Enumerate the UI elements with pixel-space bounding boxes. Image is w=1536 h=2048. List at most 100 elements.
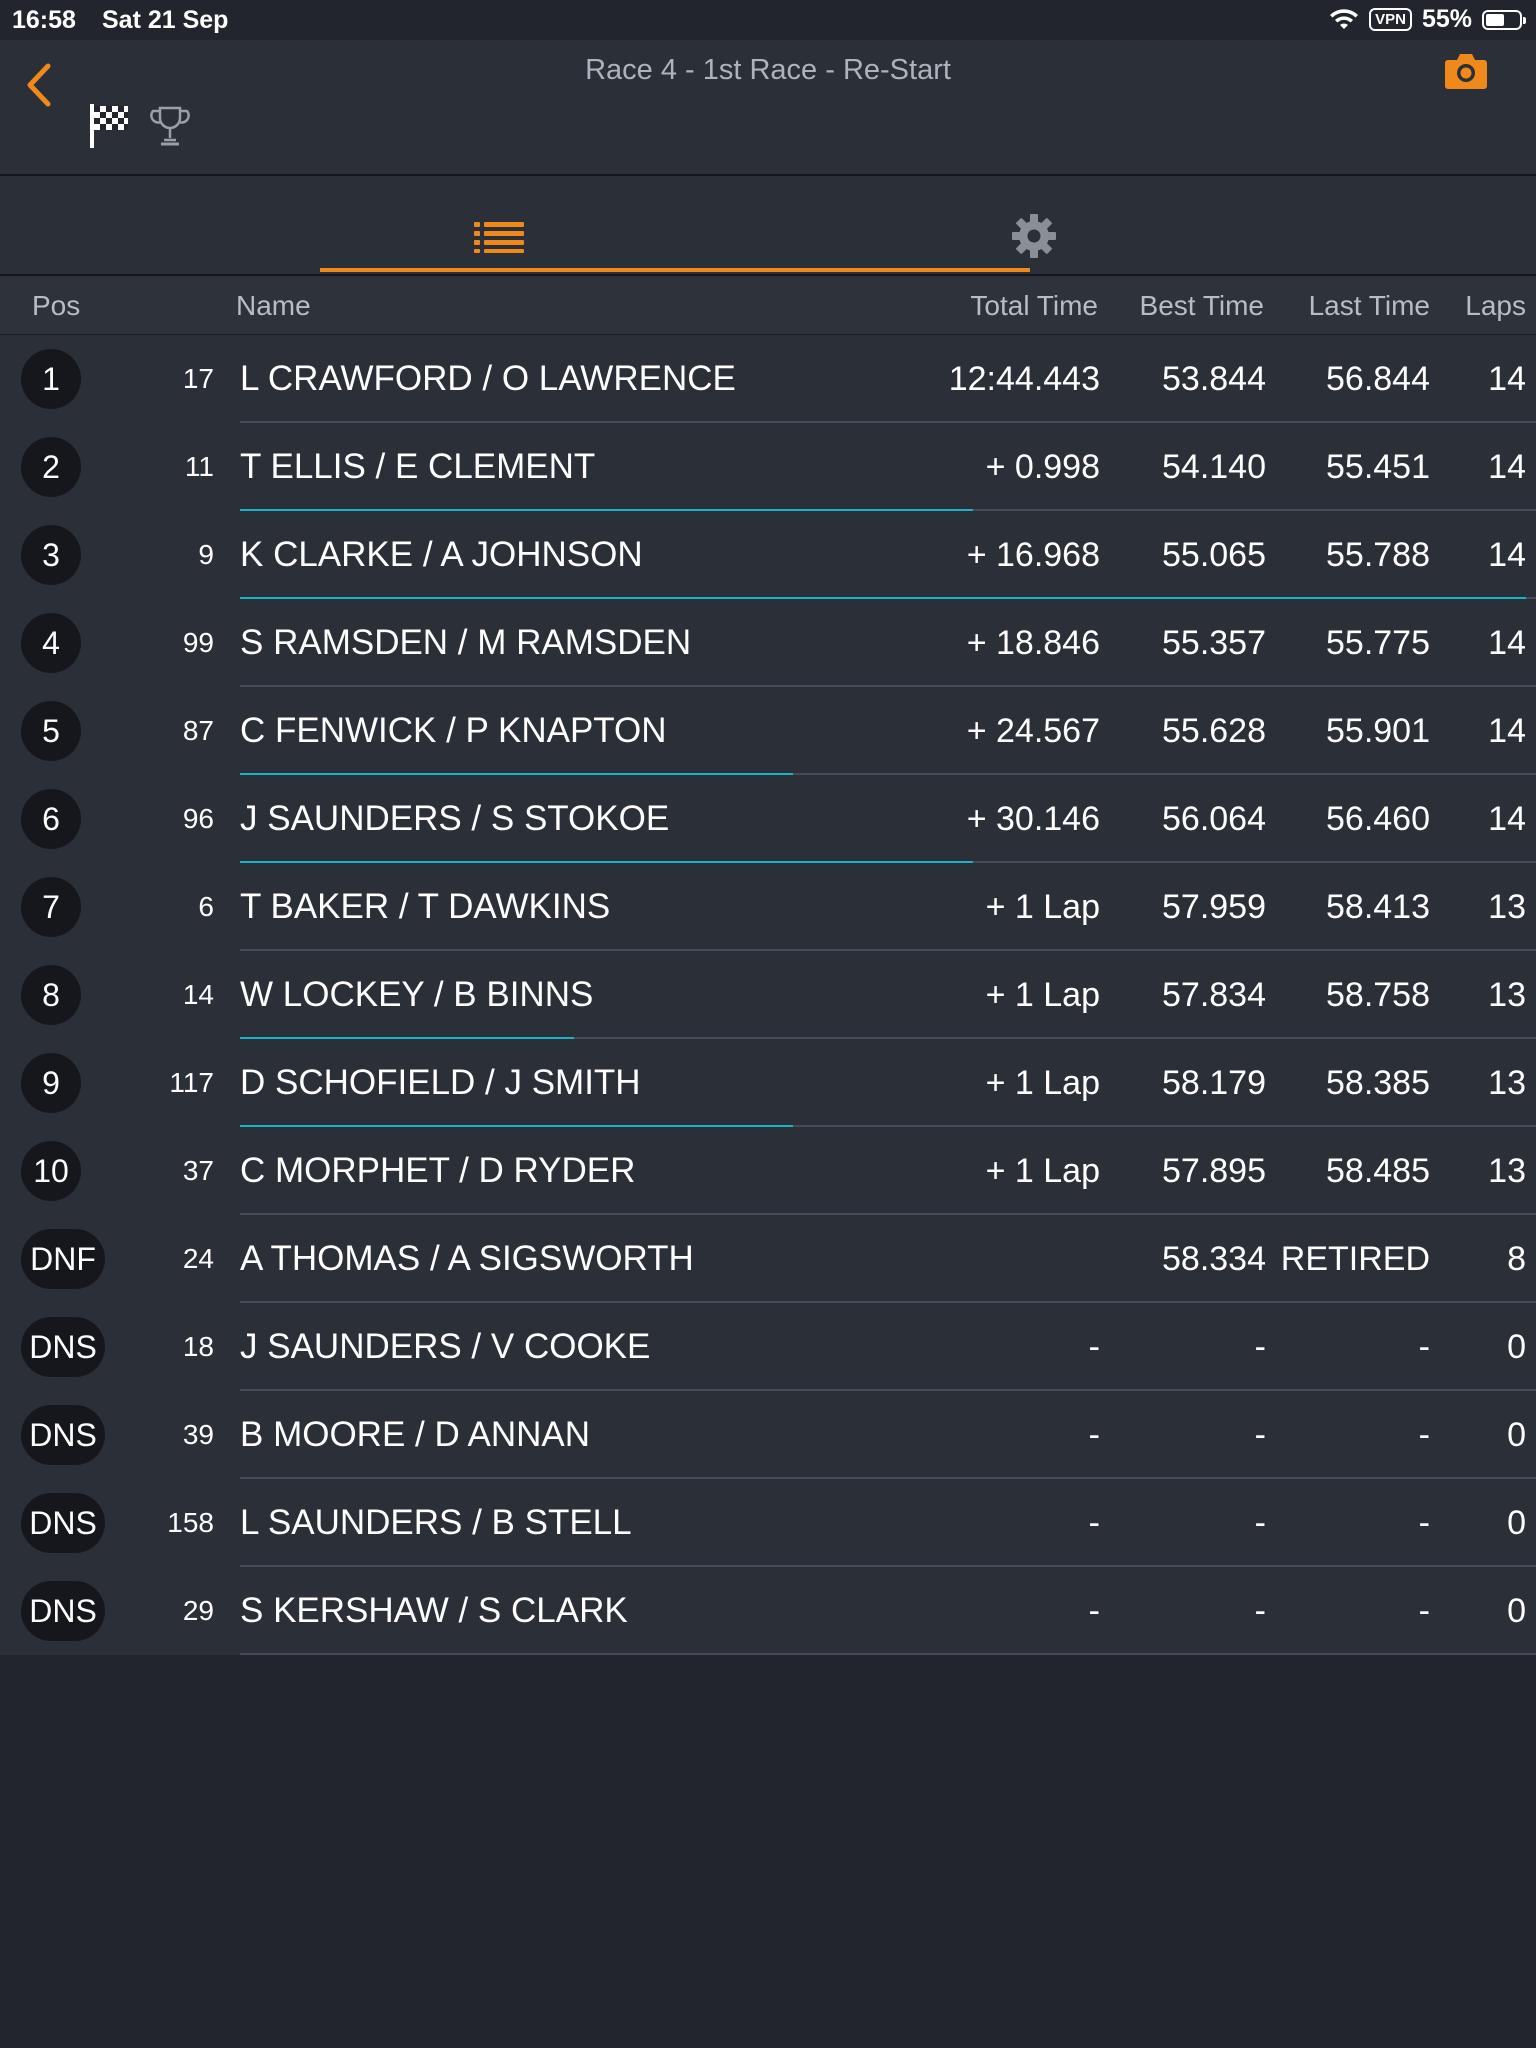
best-time: - <box>1254 1416 1266 1454</box>
position-badge: 4 <box>21 613 81 673</box>
list-icon[interactable] <box>474 220 524 254</box>
driver-names: S KERSHAW / S CLARK <box>240 1591 628 1630</box>
car-number: 17 <box>182 363 214 394</box>
car-number: 29 <box>182 1595 214 1626</box>
laps-count: 0 <box>1507 1592 1526 1630</box>
table-row[interactable]: 2 11 T ELLIS / E CLEMENT + 0.998 54.140 55.45… <box>0 423 1536 511</box>
table-row[interactable]: 5 87 C FENWICK / P KNAPTON + 24.567 55.628 55… <box>0 687 1536 775</box>
table-row[interactable]: 1 17 L CRAWFORD / O LAWRENCE 12:44.443 53.84… <box>0 335 1536 423</box>
row-divider <box>240 1037 1536 1039</box>
table-row[interactable]: DNS 39 B MOORE / D ANNAN - - - 0 <box>0 1391 1536 1479</box>
column-pos[interactable]: Pos <box>32 290 81 321</box>
table-row[interactable]: DNS 158 L SAUNDERS / B STELL - - - 0 <box>0 1479 1536 1567</box>
last-time: 58.485 <box>1326 1152 1430 1190</box>
column-laps[interactable]: Laps <box>1465 290 1526 321</box>
table-row[interactable]: DNS 18 J SAUNDERS / V COOKE - - - 0 <box>0 1303 1536 1391</box>
status-bar: 16:58 Sat 21 Sep VPN 55% <box>0 0 1536 40</box>
last-time: 55.788 <box>1326 536 1430 574</box>
last-time: 56.460 <box>1326 800 1430 838</box>
camera-icon[interactable] <box>1444 52 1488 90</box>
position-badge: 7 <box>21 877 81 937</box>
total-time: - <box>1088 1592 1100 1630</box>
driver-names: C MORPHET / D RYDER <box>240 1151 636 1190</box>
status-right: VPN 55% <box>1329 5 1526 34</box>
wifi-icon <box>1330 8 1359 29</box>
driver-names: D SCHOFIELD / J SMITH <box>240 1063 641 1102</box>
column-name[interactable]: Name <box>236 290 311 321</box>
table-row[interactable]: 9 117 D SCHOFIELD / J SMITH + 1 Lap 58.179 58… <box>0 1039 1536 1127</box>
laps-count: 13 <box>1488 1152 1526 1190</box>
column-headers: Pos Name Total Time Best Time Last Time … <box>0 276 1536 335</box>
total-time: + 1 Lap <box>985 888 1100 926</box>
position-badge: 9 <box>21 1053 81 1113</box>
total-time: + 1 Lap <box>985 976 1100 1014</box>
status-date: Sat 21 Sep <box>102 6 229 34</box>
checkered-flag-icon[interactable] <box>88 102 130 150</box>
table-row[interactable]: 3 9 K CLARKE / A JOHNSON + 16.968 55.065 55.7… <box>0 511 1536 599</box>
car-number: 158 <box>167 1507 214 1538</box>
table-row[interactable]: 7 6 T BAKER / T DAWKINS + 1 Lap 57.959 58.413… <box>0 863 1536 951</box>
best-time: 55.357 <box>1162 624 1266 662</box>
table-row[interactable]: DNF 24 A THOMAS / A SIGSWORTH 58.334 RETIRED… <box>0 1215 1536 1303</box>
best-time: - <box>1254 1592 1266 1630</box>
position-badge: DNS <box>21 1581 105 1641</box>
last-time: - <box>1418 1592 1430 1630</box>
last-time: 55.775 <box>1326 624 1430 662</box>
driver-names: L SAUNDERS / B STELL <box>240 1503 632 1542</box>
active-tab-indicator <box>320 268 1030 272</box>
column-last-time[interactable]: Last Time <box>1308 290 1430 321</box>
row-divider <box>240 685 1536 687</box>
lap-progress-bar <box>240 861 974 863</box>
chevron-left-icon[interactable] <box>18 60 58 110</box>
tab-bar <box>0 176 1536 276</box>
car-number: 39 <box>182 1419 214 1450</box>
total-time: + 1 Lap <box>985 1064 1100 1102</box>
best-time: 57.959 <box>1162 888 1266 926</box>
total-time: + 30.146 <box>966 800 1100 838</box>
last-time: 55.901 <box>1326 712 1430 750</box>
results-table: 1 17 L CRAWFORD / O LAWRENCE 12:44.443 53.84… <box>0 335 1536 1655</box>
status-time: 16:58 <box>12 6 76 34</box>
battery-icon <box>1482 9 1526 30</box>
table-row[interactable]: DNS 29 S KERSHAW / S CLARK - - - 0 <box>0 1567 1536 1655</box>
table-row[interactable]: 8 14 W LOCKEY / B BINNS + 1 Lap 57.834 58.758… <box>0 951 1536 1039</box>
car-number: 87 <box>182 715 214 746</box>
car-number: 99 <box>182 627 214 658</box>
race-header: Race 4 - 1st Race - Re-Start <box>0 40 1536 176</box>
driver-names: C FENWICK / P KNAPTON <box>240 711 667 750</box>
car-number: 117 <box>169 1067 214 1098</box>
row-divider <box>240 1565 1536 1567</box>
position-badge: DNS <box>21 1493 105 1553</box>
page-title: Race 4 - 1st Race - Re-Start <box>585 54 951 86</box>
car-number: 24 <box>182 1243 214 1274</box>
total-time: + 18.846 <box>966 624 1100 662</box>
best-time: 55.065 <box>1162 536 1266 574</box>
car-number: 9 <box>198 539 214 570</box>
laps-count: 14 <box>1488 800 1526 838</box>
table-row[interactable]: 10 37 C MORPHET / D RYDER + 1 Lap 57.895 58.4… <box>0 1127 1536 1215</box>
best-time: 57.895 <box>1162 1152 1266 1190</box>
row-divider <box>240 1213 1536 1215</box>
driver-names: A THOMAS / A SIGSWORTH <box>240 1239 694 1278</box>
row-divider <box>240 1653 1536 1655</box>
trophy-icon[interactable] <box>150 104 190 148</box>
battery-percent: 55% <box>1421 5 1472 33</box>
best-time: 55.628 <box>1162 712 1266 750</box>
position-badge: DNF <box>21 1229 105 1289</box>
lap-progress-bar <box>240 509 974 511</box>
total-time: - <box>1088 1416 1100 1454</box>
car-number: 11 <box>184 451 214 482</box>
position-badge: 10 <box>21 1141 81 1201</box>
table-row[interactable]: 6 96 J SAUNDERS / S STOKOE + 30.146 56.064 56… <box>0 775 1536 863</box>
table-row[interactable]: 4 99 S RAMSDEN / M RAMSDEN + 18.846 55.357 55… <box>0 599 1536 687</box>
column-total-time[interactable]: Total Time <box>970 290 1098 321</box>
driver-names: J SAUNDERS / S STOKOE <box>240 799 670 838</box>
column-best-time[interactable]: Best Time <box>1139 290 1264 321</box>
total-time: + 16.968 <box>966 536 1100 574</box>
row-divider <box>240 1389 1536 1391</box>
gear-icon[interactable] <box>1010 212 1058 260</box>
lap-progress-bar <box>240 773 793 775</box>
position-badge: 6 <box>21 789 81 849</box>
last-time: 58.413 <box>1326 888 1430 926</box>
row-divider <box>240 1125 1536 1127</box>
